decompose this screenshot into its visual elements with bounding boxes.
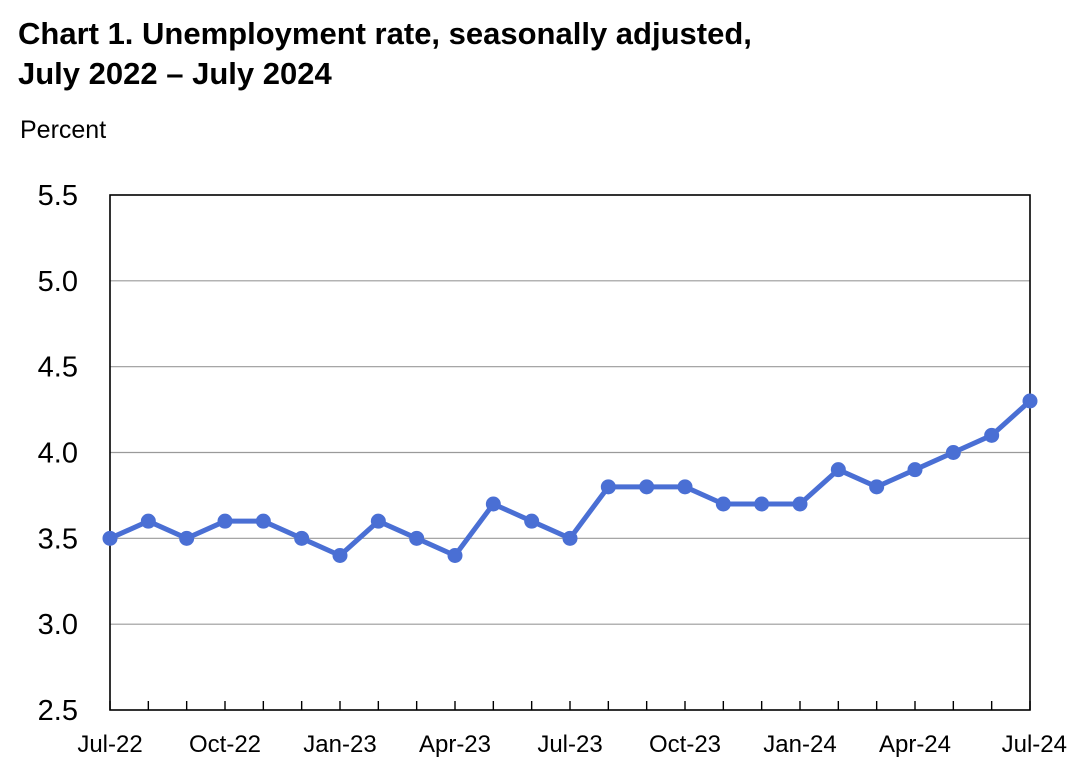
- data-point: [677, 479, 693, 495]
- x-tick-label: Apr-24: [879, 731, 951, 758]
- data-point: [255, 513, 271, 529]
- chart-subtitle: July 2022 – July 2024: [18, 56, 332, 91]
- data-point: [792, 496, 808, 512]
- x-tick-label: Jul-23: [537, 731, 602, 758]
- data-point: [140, 513, 156, 529]
- data-point: [485, 496, 501, 512]
- data-point: [294, 530, 310, 546]
- data-point: [830, 462, 846, 478]
- y-tick-label: 4.5: [38, 352, 78, 384]
- y-tick-label: 2.5: [38, 695, 78, 727]
- data-point: [524, 513, 540, 529]
- x-tick-label: Jul-24: [1002, 731, 1067, 758]
- data-point: [1022, 393, 1038, 409]
- data-point: [945, 445, 961, 460]
- data-point: [179, 530, 195, 546]
- y-tick-label: 5.0: [38, 266, 78, 298]
- chart-title: Chart 1. Unemployment rate, seasonally a…: [18, 14, 752, 94]
- x-tick-label: Jul-22: [77, 731, 142, 758]
- y-tick-label: 3.0: [38, 609, 78, 641]
- chart-title-line: Chart 1. Unemployment rate, seasonally a…: [18, 16, 752, 51]
- data-point: [447, 548, 463, 563]
- x-tick-label: Jan-23: [303, 731, 376, 758]
- data-point: [332, 548, 348, 563]
- data-point: [562, 530, 578, 546]
- y-tick-label: 4.0: [38, 438, 78, 470]
- x-tick-label: Apr-23: [419, 731, 491, 758]
- y-axis-label: Percent: [20, 116, 107, 144]
- data-point: [984, 427, 1000, 443]
- data-point: [102, 530, 118, 546]
- y-tick-label: 5.5: [38, 180, 78, 212]
- data-point: [600, 479, 616, 495]
- data-point: [907, 462, 923, 478]
- x-tick-label: Oct-22: [189, 731, 261, 758]
- x-tick-label: Jan-24: [763, 731, 836, 758]
- data-point: [869, 479, 885, 495]
- data-point: [217, 513, 233, 529]
- data-point: [409, 530, 425, 546]
- data-point: [370, 513, 386, 529]
- data-point: [754, 496, 770, 512]
- y-tick-label: 3.5: [38, 523, 78, 555]
- x-tick-label: Oct-23: [649, 731, 721, 758]
- data-point: [715, 496, 731, 512]
- data-point: [639, 479, 655, 495]
